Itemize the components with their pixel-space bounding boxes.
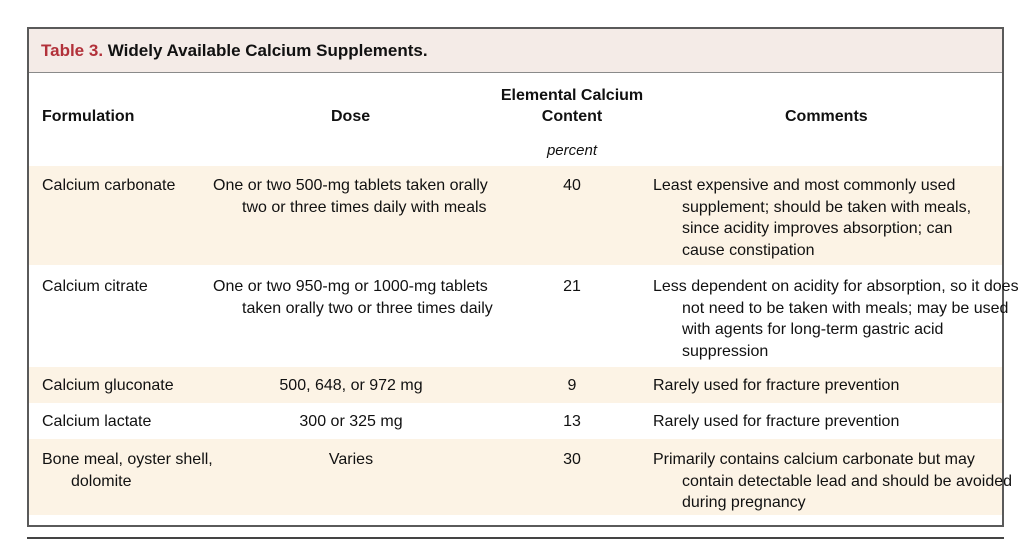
- table-row: Calcium gluconate 500, 648, or 972 mg 9 …: [29, 367, 1002, 403]
- table-label: Table 3.: [41, 41, 104, 60]
- cell-content: 21: [563, 278, 581, 295]
- cell-formulation: Bone meal, oyster shell, dolomite: [42, 451, 213, 490]
- cell-formulation: Calcium lactate: [42, 413, 152, 430]
- unit-percent: percent: [546, 142, 598, 159]
- header-dose: Dose: [331, 108, 371, 125]
- table-row: Calcium carbonate One or two 500-mg tabl…: [29, 166, 1002, 265]
- cell-content: 30: [563, 451, 581, 468]
- cell-content: 40: [563, 177, 581, 194]
- cell-formulation: Calcium carbonate: [42, 177, 176, 194]
- cell-comments: Primarily contains calcium carbonate but…: [653, 451, 1013, 511]
- table-title-bar: Table 3. Widely Available Calcium Supple…: [29, 29, 1002, 73]
- cell-dose: 300 or 325 mg: [299, 413, 403, 430]
- cell-comments: Least expensive and most commonly used s…: [653, 177, 972, 259]
- cell-content: 9: [567, 377, 577, 394]
- table-title-text: Widely Available Calcium Supplements.: [107, 41, 428, 60]
- cell-dose: One or two 500-mg tablets taken orally t…: [213, 177, 488, 216]
- cell-formulation: Calcium citrate: [42, 278, 148, 295]
- cell-comments: Rarely used for fracture prevention: [653, 377, 900, 394]
- header-elemental-line2: Content: [541, 108, 603, 125]
- bottom-rule: [27, 537, 1004, 539]
- cell-comments: Rarely used for fracture prevention: [653, 413, 900, 430]
- table-title: Table 3. Widely Available Calcium Supple…: [41, 41, 428, 61]
- table-row: Bone meal, oyster shell, dolomite Varies…: [29, 439, 1012, 515]
- header-comments: Comments: [785, 108, 868, 125]
- header-elemental-calcium: Elemental Calcium Content: [472, 85, 672, 127]
- table-row: Calcium lactate 300 or 325 mg 13 Rarely …: [29, 403, 1002, 439]
- cell-dose: One or two 950-mg or 1000-mg tablets tak…: [213, 278, 493, 317]
- table-frame: Table 3. Widely Available Calcium Supple…: [27, 27, 1019, 527]
- cell-comments: Less dependent on acidity for absorption…: [653, 278, 1019, 360]
- header-elemental-line1: Elemental Calcium: [500, 87, 644, 104]
- cell-content: 13: [563, 413, 581, 430]
- cell-dose: 500, 648, or 972 mg: [279, 377, 423, 394]
- table-row: Calcium citrate One or two 950-mg or 100…: [29, 265, 1019, 367]
- header-formulation: Formulation: [42, 108, 135, 125]
- cell-formulation: Calcium gluconate: [42, 377, 174, 394]
- cell-dose: Varies: [328, 451, 374, 468]
